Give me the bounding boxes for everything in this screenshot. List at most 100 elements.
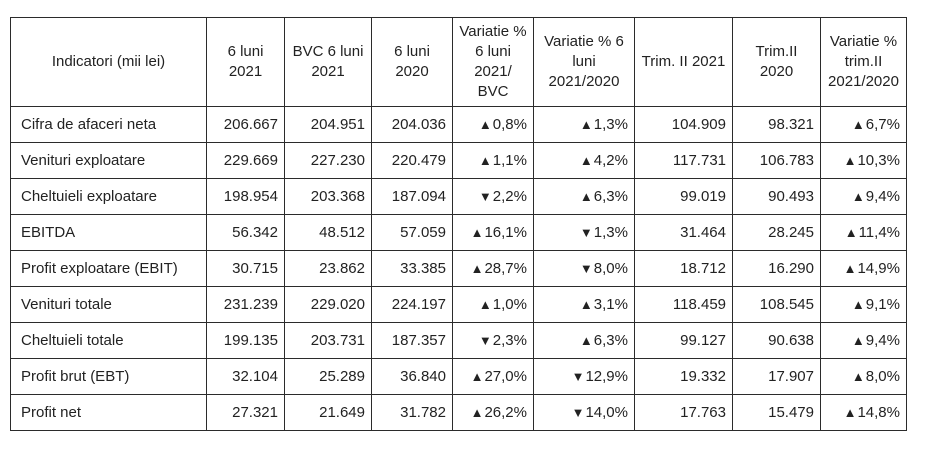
triangle-up-icon: ▲: [579, 189, 593, 204]
triangle-up-icon: ▲: [851, 297, 865, 312]
triangle-up-icon: ▲: [851, 369, 865, 384]
row-label: Profit exploatare (EBIT): [10, 250, 207, 287]
triangle-up-icon: ▲: [470, 225, 484, 240]
cell-6-luni-2020: 187.357: [371, 322, 453, 359]
header-cell-variatie-6-luni: Variatie % 6 luni 2021/2020: [533, 17, 635, 107]
cell-bvc-6-luni-2021: 25.289: [284, 358, 372, 395]
cell-6-luni-2021: 56.342: [206, 214, 285, 251]
variation-value: 6,7%: [865, 116, 900, 133]
triangle-down-icon: ▼: [478, 333, 492, 348]
cell-trim-ii-2020: 98.321: [732, 106, 821, 143]
triangle-down-icon: ▼: [571, 405, 585, 420]
variation-value: 1,3%: [593, 116, 628, 133]
cell-trim-ii-2021: 118.459: [634, 286, 733, 323]
cell-bvc-6-luni-2021: 227.230: [284, 142, 372, 179]
variation-value: 14,9%: [857, 260, 900, 277]
cell-variatie-6-luni: ▲3,1%: [533, 286, 635, 323]
cell-variatie-6-luni: ▲6,3%: [533, 178, 635, 215]
cell-variatie-6-luni: ▲1,3%: [533, 106, 635, 143]
table-row: Profit net 27.321 21.649 31.782 ▲26,2% ▼14,0%…: [10, 394, 907, 431]
triangle-up-icon: ▲: [843, 405, 857, 420]
cell-variatie-bvc: ▼2,3%: [452, 322, 534, 359]
cell-bvc-6-luni-2021: 229.020: [284, 286, 372, 323]
cell-bvc-6-luni-2021: 203.368: [284, 178, 372, 215]
cell-6-luni-2021: 32.104: [206, 358, 285, 395]
table-row: Venituri exploatare 229.669 227.230 220.479…: [10, 142, 907, 179]
cell-trim-ii-2021: 31.464: [634, 214, 733, 251]
cell-6-luni-2021: 199.135: [206, 322, 285, 359]
triangle-up-icon: ▲: [478, 117, 492, 132]
cell-variatie-6-luni: ▲6,3%: [533, 322, 635, 359]
cell-trim-ii-2021: 18.712: [634, 250, 733, 287]
cell-6-luni-2020: 204.036: [371, 106, 453, 143]
triangle-up-icon: ▲: [579, 153, 593, 168]
header-row: Indicatori (mii lei) 6 luni 2021 BVC 6 l…: [10, 17, 907, 107]
variation-value: 2,3%: [492, 332, 527, 349]
header-cell-indicatori: Indicatori (mii lei): [10, 17, 207, 107]
cell-variatie-trim-ii: ▲11,4%: [820, 214, 907, 251]
cell-variatie-trim-ii: ▲9,1%: [820, 286, 907, 323]
cell-trim-ii-2020: 90.638: [732, 322, 821, 359]
variation-value: 1,0%: [492, 296, 527, 313]
triangle-up-icon: ▲: [579, 297, 593, 312]
triangle-up-icon: ▲: [470, 405, 484, 420]
triangle-up-icon: ▲: [844, 225, 858, 240]
triangle-up-icon: ▲: [851, 189, 865, 204]
variation-value: 28,7%: [484, 260, 527, 277]
variation-value: 2,2%: [492, 188, 527, 205]
triangle-down-icon: ▼: [579, 261, 593, 276]
row-label: Cifra de afaceri neta: [10, 106, 207, 143]
variation-value: 9,4%: [865, 332, 900, 349]
cell-variatie-bvc: ▲27,0%: [452, 358, 534, 395]
header-cell-trim-ii-2020: Trim.II 2020: [732, 17, 821, 107]
cell-variatie-6-luni: ▼1,3%: [533, 214, 635, 251]
cell-trim-ii-2020: 28.245: [732, 214, 821, 251]
cell-trim-ii-2021: 117.731: [634, 142, 733, 179]
variation-value: 3,1%: [593, 296, 628, 313]
cell-6-luni-2020: 187.094: [371, 178, 453, 215]
cell-variatie-trim-ii: ▲10,3%: [820, 142, 907, 179]
header-cell-trim-ii-2021: Trim. II 2021: [634, 17, 733, 107]
row-label: Cheltuieli exploatare: [10, 178, 207, 215]
table-body: Cifra de afaceri neta 206.667 204.951 204.0…: [10, 106, 907, 431]
cell-trim-ii-2020: 17.907: [732, 358, 821, 395]
table-row: Profit exploatare (EBIT) 30.715 23.862 33.3…: [10, 250, 907, 287]
cell-bvc-6-luni-2021: 204.951: [284, 106, 372, 143]
cell-trim-ii-2021: 99.127: [634, 322, 733, 359]
cell-variatie-trim-ii: ▲9,4%: [820, 178, 907, 215]
cell-6-luni-2020: 33.385: [371, 250, 453, 287]
cell-trim-ii-2021: 19.332: [634, 358, 733, 395]
variation-value: 8,0%: [593, 260, 628, 277]
cell-trim-ii-2021: 17.763: [634, 394, 733, 431]
cell-trim-ii-2020: 108.545: [732, 286, 821, 323]
cell-variatie-trim-ii: ▲14,8%: [820, 394, 907, 431]
variation-value: 6,3%: [593, 188, 628, 205]
variation-value: 16,1%: [484, 224, 527, 241]
triangle-up-icon: ▲: [470, 261, 484, 276]
cell-bvc-6-luni-2021: 203.731: [284, 322, 372, 359]
header-cell-bvc-6-luni-2021: BVC 6 luni 2021: [284, 17, 372, 107]
cell-trim-ii-2020: 15.479: [732, 394, 821, 431]
cell-6-luni-2020: 36.840: [371, 358, 453, 395]
cell-trim-ii-2020: 16.290: [732, 250, 821, 287]
cell-6-luni-2020: 57.059: [371, 214, 453, 251]
variation-value: 1,3%: [593, 224, 628, 241]
cell-variatie-6-luni: ▼8,0%: [533, 250, 635, 287]
cell-6-luni-2021: 30.715: [206, 250, 285, 287]
cell-trim-ii-2021: 104.909: [634, 106, 733, 143]
cell-bvc-6-luni-2021: 23.862: [284, 250, 372, 287]
triangle-up-icon: ▲: [579, 117, 593, 132]
variation-value: 0,8%: [492, 116, 527, 133]
cell-variatie-trim-ii: ▲9,4%: [820, 322, 907, 359]
header-cell-variatie-trim-ii: Variatie % trim.II 2021/2020: [820, 17, 907, 107]
cell-6-luni-2021: 231.239: [206, 286, 285, 323]
cell-bvc-6-luni-2021: 21.649: [284, 394, 372, 431]
cell-variatie-bvc: ▲28,7%: [452, 250, 534, 287]
cell-variatie-trim-ii: ▲8,0%: [820, 358, 907, 395]
cell-trim-ii-2020: 106.783: [732, 142, 821, 179]
row-label: Profit brut (EBT): [10, 358, 207, 395]
cell-6-luni-2020: 31.782: [371, 394, 453, 431]
triangle-up-icon: ▲: [851, 333, 865, 348]
variation-value: 14,0%: [585, 404, 628, 421]
table-row: Profit brut (EBT) 32.104 25.289 36.840 ▲27,0…: [10, 358, 907, 395]
